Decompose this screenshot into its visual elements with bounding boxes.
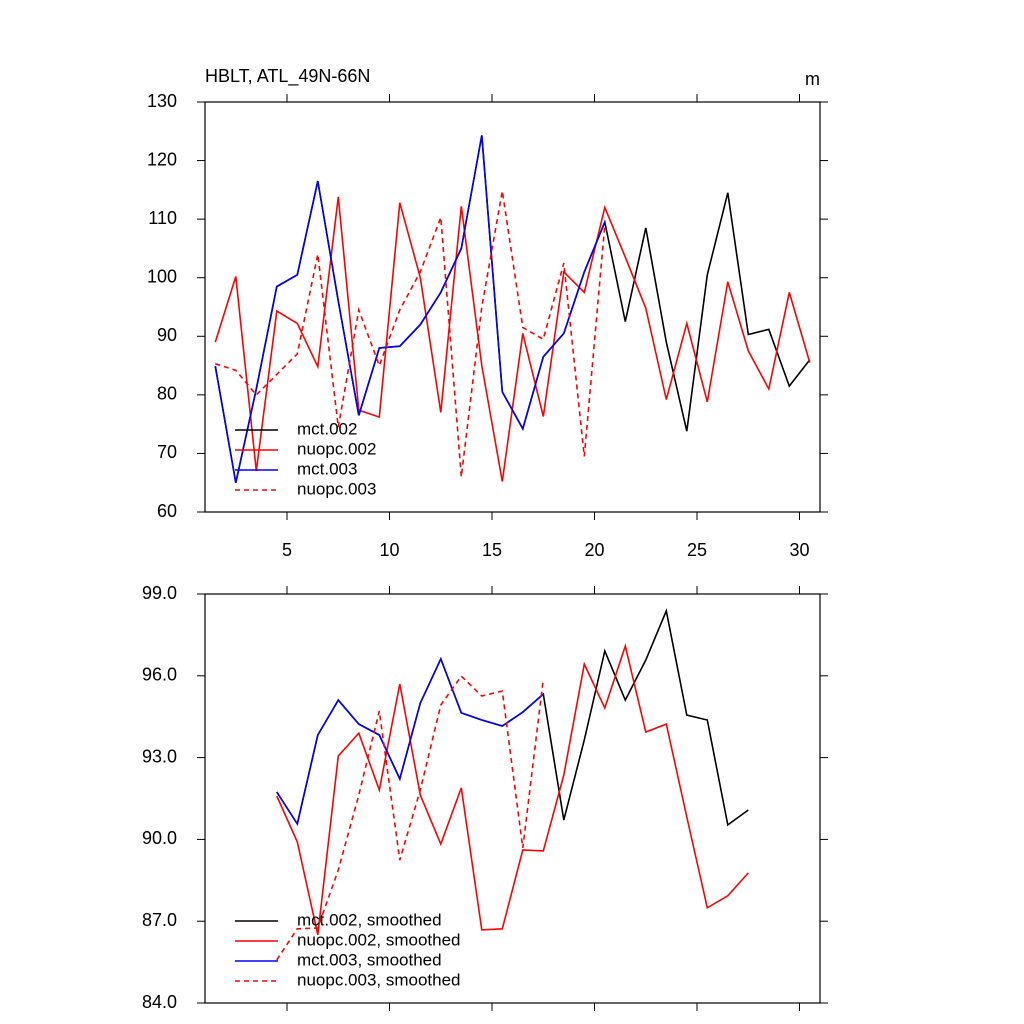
plot-frame: [204, 593, 821, 1004]
x-tick-label: 5: [282, 540, 292, 560]
y-tick-label: 87.0: [142, 910, 177, 930]
series-line: [276, 608, 749, 827]
y-tick-label: 130: [147, 91, 177, 111]
legend-label: nuopc.002, smoothed: [297, 930, 461, 949]
x-tick-label: 25: [687, 540, 707, 560]
legend-label: mct.003, smoothed: [297, 950, 442, 969]
series-line: [215, 190, 606, 477]
plot-frame: [204, 101, 821, 513]
series-line: [276, 674, 545, 961]
y-tick-label: 84.0: [142, 992, 177, 1012]
x-tick-label: 15: [482, 540, 502, 560]
x-tick-label: 30: [789, 540, 809, 560]
y-tick-label: 96.0: [142, 665, 177, 685]
series-line: [276, 656, 544, 826]
legend-label: nuopc.003, smoothed: [297, 970, 461, 989]
y-tick-label: 80: [157, 384, 177, 404]
legend-label: mct.003: [297, 459, 357, 478]
y-tick-label: 110: [148, 208, 177, 228]
x-tick-label: 10: [379, 540, 399, 560]
legend-label: mct.002, smoothed: [297, 910, 442, 929]
legend-label: mct.002: [297, 419, 357, 438]
y-tick-label: 60: [157, 501, 177, 521]
legend-label: nuopc.003: [297, 479, 376, 498]
y-tick-label: 120: [147, 149, 177, 169]
legend-label: nuopc.002: [297, 439, 376, 458]
series-line: [214, 196, 811, 482]
series-line: [214, 135, 606, 483]
y-tick-label: 90: [157, 325, 177, 345]
chart-title: HBLT, ATL_49N-66N: [205, 66, 370, 87]
units-label: m: [805, 69, 820, 89]
y-tick-label: 100: [147, 266, 177, 286]
x-tick-label: 20: [584, 540, 604, 560]
series-line: [276, 643, 749, 935]
y-tick-label: 90.0: [142, 828, 177, 848]
y-tick-label: 70: [157, 442, 177, 462]
y-tick-label: 93.0: [142, 746, 177, 766]
y-tick-label: 99.0: [142, 583, 177, 603]
